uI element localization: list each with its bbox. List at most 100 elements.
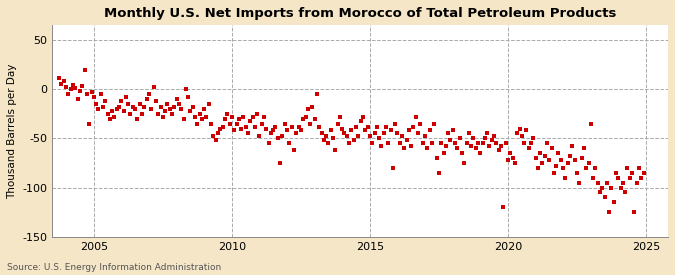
Point [353, 134, 364, 139]
Point [562, 161, 573, 165]
Point [565, 154, 576, 158]
Point [452, 146, 463, 150]
Point [82, 92, 92, 96]
Point [199, 107, 210, 111]
Point [567, 144, 578, 148]
Title: Monthly U.S. Net Imports from Morocco of Total Petroleum Products: Monthly U.S. Net Imports from Morocco of… [104, 7, 616, 20]
Point [385, 128, 396, 133]
Point [293, 124, 304, 129]
Point [88, 95, 99, 99]
Point [273, 136, 284, 141]
Point [445, 138, 456, 142]
Point [95, 92, 106, 96]
Point [242, 131, 253, 136]
Point [270, 124, 281, 129]
Point [261, 126, 272, 131]
Point [224, 121, 235, 126]
Point [339, 131, 350, 136]
Point [480, 136, 491, 141]
Point [148, 85, 159, 89]
Point [132, 117, 143, 121]
Point [556, 158, 566, 162]
Point [387, 166, 398, 170]
Point [219, 117, 230, 121]
Point [578, 146, 589, 150]
Point [376, 144, 387, 148]
Point [266, 131, 277, 136]
Point [284, 141, 295, 145]
Point [240, 124, 251, 129]
Point [392, 131, 403, 136]
Point [63, 92, 74, 96]
Point [466, 144, 477, 148]
Point [585, 121, 596, 126]
Point [79, 67, 90, 72]
Point [319, 138, 329, 142]
Point [505, 151, 516, 155]
Point [234, 117, 244, 121]
Point [61, 85, 72, 89]
Point [146, 107, 157, 111]
Point [514, 126, 525, 131]
Point [470, 146, 481, 150]
Point [54, 76, 65, 81]
Point [321, 134, 331, 139]
Point [328, 136, 339, 141]
Point [463, 131, 474, 136]
Point [390, 121, 401, 126]
Point [461, 141, 472, 145]
Point [178, 117, 189, 121]
Point [153, 112, 163, 116]
Point [137, 112, 148, 116]
Point [144, 92, 155, 96]
Point [256, 121, 267, 126]
Point [105, 117, 115, 121]
Point [97, 105, 108, 109]
Point [502, 158, 513, 162]
Point [56, 82, 67, 86]
Point [360, 128, 371, 133]
Point [521, 128, 532, 133]
Point [528, 136, 539, 141]
Point [427, 141, 437, 145]
Point [450, 141, 460, 145]
Point [629, 210, 640, 214]
Point [406, 144, 416, 148]
Point [454, 136, 465, 141]
Point [187, 105, 198, 109]
Point [551, 164, 562, 168]
Point [592, 180, 603, 185]
Point [560, 175, 571, 180]
Point [606, 185, 617, 190]
Point [231, 121, 242, 126]
Point [208, 134, 219, 139]
Point [330, 148, 341, 152]
Point [433, 170, 444, 175]
Point [192, 121, 202, 126]
Point [201, 114, 212, 119]
Point [367, 141, 377, 145]
Point [245, 119, 256, 123]
Point [203, 102, 214, 106]
Point [429, 121, 439, 126]
Point [68, 83, 78, 87]
Point [325, 128, 336, 133]
Point [311, 92, 322, 96]
Point [544, 158, 555, 162]
Point [574, 180, 585, 185]
Point [277, 134, 288, 139]
Point [590, 166, 601, 170]
Point [604, 210, 615, 214]
Point [438, 151, 449, 155]
Y-axis label: Thousand Barrels per Day: Thousand Barrels per Day [7, 63, 17, 199]
Point [300, 114, 311, 119]
Point [286, 124, 297, 129]
Point [121, 95, 132, 99]
Point [169, 105, 180, 109]
Point [298, 117, 308, 121]
Point [275, 161, 286, 165]
Point [111, 107, 122, 111]
Point [348, 138, 359, 142]
Point [599, 195, 610, 200]
Point [346, 128, 357, 133]
